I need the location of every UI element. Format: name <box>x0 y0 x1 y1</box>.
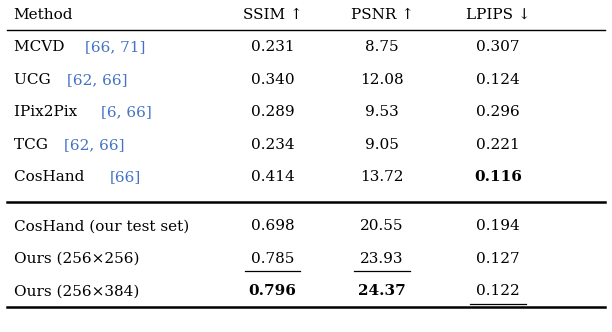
Text: [62, 66]: [62, 66] <box>64 138 124 152</box>
Text: 0.698: 0.698 <box>251 219 294 233</box>
Text: 23.93: 23.93 <box>360 252 404 266</box>
Text: CosHand (our test set): CosHand (our test set) <box>13 219 189 233</box>
Text: 0.116: 0.116 <box>474 170 522 185</box>
Text: 0.124: 0.124 <box>476 73 520 87</box>
Text: 0.221: 0.221 <box>476 138 520 152</box>
Text: 20.55: 20.55 <box>360 219 404 233</box>
Text: CosHand: CosHand <box>13 170 89 185</box>
Text: LPIPS ↓: LPIPS ↓ <box>466 8 530 22</box>
Text: IPix2Pix: IPix2Pix <box>13 105 81 119</box>
Text: 9.05: 9.05 <box>365 138 399 152</box>
Text: [6, 66]: [6, 66] <box>101 105 152 119</box>
Text: 0.296: 0.296 <box>476 105 520 119</box>
Text: 0.340: 0.340 <box>251 73 294 87</box>
Text: PSNR ↑: PSNR ↑ <box>351 8 414 22</box>
Text: 13.72: 13.72 <box>360 170 404 185</box>
Text: 0.194: 0.194 <box>476 219 520 233</box>
Text: TCG: TCG <box>13 138 53 152</box>
Text: 24.37: 24.37 <box>358 285 406 298</box>
Text: 0.122: 0.122 <box>476 285 520 298</box>
Text: Ours (256×256): Ours (256×256) <box>13 252 139 266</box>
Text: 0.231: 0.231 <box>251 40 294 54</box>
Text: 0.307: 0.307 <box>476 40 520 54</box>
Text: 9.53: 9.53 <box>365 105 399 119</box>
Text: SSIM ↑: SSIM ↑ <box>242 8 302 22</box>
Text: 0.289: 0.289 <box>251 105 294 119</box>
Text: 0.796: 0.796 <box>248 285 296 298</box>
Text: [62, 66]: [62, 66] <box>67 73 127 87</box>
Text: Method: Method <box>13 8 73 22</box>
Text: 0.414: 0.414 <box>251 170 294 185</box>
Text: UCG: UCG <box>13 73 55 87</box>
Text: 8.75: 8.75 <box>365 40 399 54</box>
Text: MCVD: MCVD <box>13 40 69 54</box>
Text: 0.785: 0.785 <box>251 252 294 266</box>
Text: [66]: [66] <box>110 170 141 185</box>
Text: [66, 71]: [66, 71] <box>84 40 145 54</box>
Text: 0.127: 0.127 <box>476 252 520 266</box>
Text: 12.08: 12.08 <box>360 73 404 87</box>
Text: 0.234: 0.234 <box>251 138 294 152</box>
Text: Ours (256×384): Ours (256×384) <box>13 285 139 298</box>
